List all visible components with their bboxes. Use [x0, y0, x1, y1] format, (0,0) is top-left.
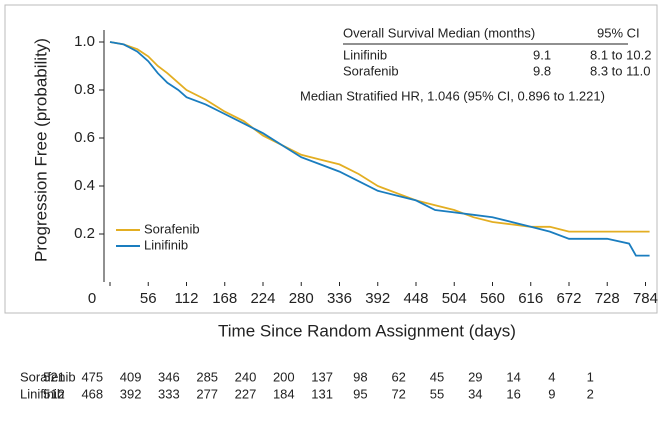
risk-count: 14: [506, 369, 520, 384]
risk-count: 2: [587, 386, 594, 401]
inset-cell: 9.8: [533, 63, 551, 78]
risk-count: 184: [273, 386, 295, 401]
y-tick-label: 0.8: [74, 81, 95, 98]
legend-label: Sorafenib: [144, 221, 200, 236]
risk-count: 4: [548, 369, 555, 384]
y-tick-label: 0.4: [74, 177, 95, 194]
risk-count: 137: [311, 369, 333, 384]
risk-count: 512: [43, 386, 65, 401]
risk-count: 409: [120, 369, 142, 384]
y-axis-title: Progression Free (probability): [31, 38, 50, 262]
risk-count: 131: [311, 386, 333, 401]
risk-count: 468: [81, 386, 103, 401]
x-tick-label: 224: [250, 290, 275, 307]
risk-count: 200: [273, 369, 295, 384]
x-axis-title: Time Since Random Assignment (days): [218, 321, 516, 340]
frame: [4, 4, 658, 314]
inset-cell: 9.1: [533, 47, 551, 62]
x-tick-label: 280: [289, 290, 314, 307]
risk-count: 45: [430, 369, 444, 384]
inset-cell: 8.1 to 10.2: [590, 47, 651, 62]
y-tick-label: 1.0: [74, 33, 95, 50]
risk-count: 29: [468, 369, 482, 384]
inset-cell: Sorafenib: [343, 63, 399, 78]
inset-header: Overall Survival Median (months): [343, 25, 535, 40]
y-tick-label: 0.2: [74, 225, 95, 242]
risk-count: 227: [235, 386, 257, 401]
risk-count: 1: [587, 369, 594, 384]
risk-row-label: Linifinib: [20, 386, 64, 401]
x-tick-label: 560: [480, 290, 505, 307]
x-tick-label: 504: [442, 290, 467, 307]
x-tick-label: 616: [518, 290, 543, 307]
risk-count: 346: [158, 369, 180, 384]
risk-count: 333: [158, 386, 180, 401]
inset-cell: Linifinib: [343, 47, 387, 62]
inset-note: Median Stratified HR, 1.046 (95% CI, 0.8…: [300, 88, 605, 103]
risk-count: 277: [196, 386, 218, 401]
risk-count: 285: [196, 369, 218, 384]
x-tick-label: 448: [403, 290, 428, 307]
x-tick-label: 0: [88, 290, 96, 307]
survival-curve: [109, 41, 650, 257]
risk-row-label: Sorafenib: [20, 369, 76, 384]
risk-count: 34: [468, 386, 482, 401]
risk-count: 521: [43, 369, 65, 384]
risk-count: 392: [120, 386, 142, 401]
risk-count: 55: [430, 386, 444, 401]
x-tick-label: 336: [327, 290, 352, 307]
inset-header: 95% CI: [597, 25, 640, 40]
legend-label: Linifinib: [144, 237, 188, 252]
x-tick-label: 392: [365, 290, 390, 307]
risk-count: 62: [391, 369, 405, 384]
risk-count: 475: [81, 369, 103, 384]
x-tick-label: 672: [556, 290, 581, 307]
risk-count: 240: [235, 369, 257, 384]
x-tick-label: 728: [595, 290, 620, 307]
y-tick-label: 0.6: [74, 129, 95, 146]
x-tick-label: 168: [212, 290, 237, 307]
risk-count: 98: [353, 369, 367, 384]
risk-count: 16: [506, 386, 520, 401]
risk-count: 95: [353, 386, 367, 401]
x-tick-label: 784: [633, 290, 658, 307]
x-tick-label: 112: [175, 290, 199, 307]
risk-count: 72: [391, 386, 405, 401]
risk-count: 9: [548, 386, 555, 401]
inset-cell: 8.3 to 11.0: [590, 63, 650, 78]
x-tick-label: 56: [140, 290, 157, 307]
